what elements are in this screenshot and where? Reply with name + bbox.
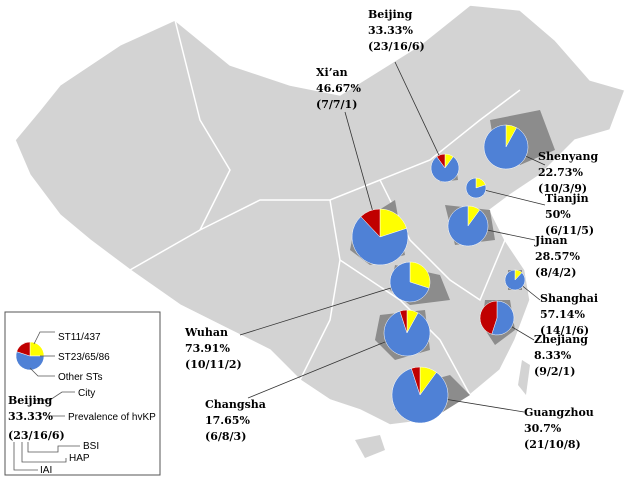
pie-slice bbox=[15, 351, 45, 371]
city-prevalence: 50% bbox=[545, 208, 571, 221]
pie-slice bbox=[351, 216, 409, 266]
legend-annotation: BSI bbox=[83, 441, 99, 452]
city-name: Wuhan bbox=[184, 326, 228, 339]
legend-annotation: IAI bbox=[40, 465, 52, 476]
city-counts: (6/8/3) bbox=[205, 430, 246, 443]
legend-pie bbox=[15, 341, 45, 371]
leader-line bbox=[247, 332, 408, 399]
city-prevalence: 30.7% bbox=[524, 422, 562, 435]
city-prevalence: 73.91% bbox=[185, 342, 230, 355]
legend-series: Other STs bbox=[58, 372, 102, 383]
leader-line bbox=[394, 61, 446, 169]
city-name: Beijing bbox=[368, 8, 413, 21]
pie-slice bbox=[465, 177, 487, 199]
pie-slice bbox=[430, 156, 460, 183]
city-counts: (9/2/1) bbox=[534, 365, 575, 378]
city-labels: Beijing 33.33% (23/16/6) Xi’an 46.67% (7/7/1)… bbox=[184, 8, 598, 451]
pie-slice bbox=[504, 269, 526, 291]
pie-slice bbox=[479, 300, 498, 335]
pie-slice bbox=[491, 300, 515, 336]
city-prevalence: 28.57% bbox=[535, 250, 580, 263]
legend-series: ST11/437 bbox=[58, 332, 101, 343]
city-name: Changsha bbox=[205, 398, 266, 411]
pie-slice bbox=[409, 261, 431, 289]
legend-annotation: City bbox=[78, 388, 95, 399]
pie-slice bbox=[483, 124, 529, 170]
city-name: Tianjin bbox=[545, 192, 589, 205]
legend-annotation: HAP bbox=[69, 453, 90, 464]
city-prevalence: 22.73% bbox=[538, 166, 583, 179]
legend-annotation: Prevalence of hvKP bbox=[68, 412, 156, 423]
city-prevalence: 57.14% bbox=[540, 308, 585, 321]
pies bbox=[351, 124, 529, 424]
pie-slice bbox=[360, 208, 381, 238]
pie-slice bbox=[399, 309, 408, 334]
legend-city: Beijing bbox=[8, 394, 53, 407]
city-counts: (6/11/5) bbox=[545, 224, 594, 237]
pie-slice bbox=[16, 341, 31, 357]
pie-slice bbox=[391, 368, 449, 424]
city-name: Shenyang bbox=[538, 150, 598, 163]
leader-line bbox=[239, 281, 411, 336]
city-prevalence: 33.33% bbox=[368, 24, 413, 37]
city-prevalence: 17.65% bbox=[205, 414, 250, 427]
leader-line bbox=[475, 187, 546, 206]
legend-series: ST23/65/86 bbox=[58, 352, 110, 363]
pie-slice bbox=[411, 366, 421, 396]
city-name: Zhejiang bbox=[534, 333, 588, 346]
city-name: Jinan bbox=[534, 234, 568, 247]
pie-slice bbox=[383, 310, 431, 357]
pie-slice bbox=[389, 261, 430, 303]
city-name: Guangzhou bbox=[524, 406, 594, 419]
legend-connectors bbox=[13, 331, 80, 471]
city-prevalence: 8.33% bbox=[534, 349, 572, 362]
city-name: Xi’an bbox=[316, 66, 348, 79]
legend: ST11/437 ST23/65/86 Other STs City Beiji… bbox=[4, 311, 161, 476]
city-counts: (23/16/6) bbox=[368, 40, 425, 53]
legend-prevalence: 33.33% bbox=[8, 410, 53, 423]
city-counts: (7/7/1) bbox=[316, 98, 357, 111]
city-prevalence: 46.67% bbox=[316, 82, 361, 95]
legend-counts: (23/16/6) bbox=[8, 429, 65, 442]
city-counts: (8/4/2) bbox=[535, 266, 576, 279]
city-counts: (14/1/6) bbox=[540, 324, 589, 337]
pie-slice bbox=[436, 153, 446, 169]
city-counts: (10/3/9) bbox=[538, 182, 587, 195]
city-name: Shanghai bbox=[540, 292, 598, 305]
legend-box bbox=[4, 311, 161, 476]
city-counts: (10/11/2) bbox=[185, 358, 242, 371]
city-counts: (21/10/8) bbox=[524, 438, 581, 451]
pie-slice bbox=[447, 205, 489, 247]
